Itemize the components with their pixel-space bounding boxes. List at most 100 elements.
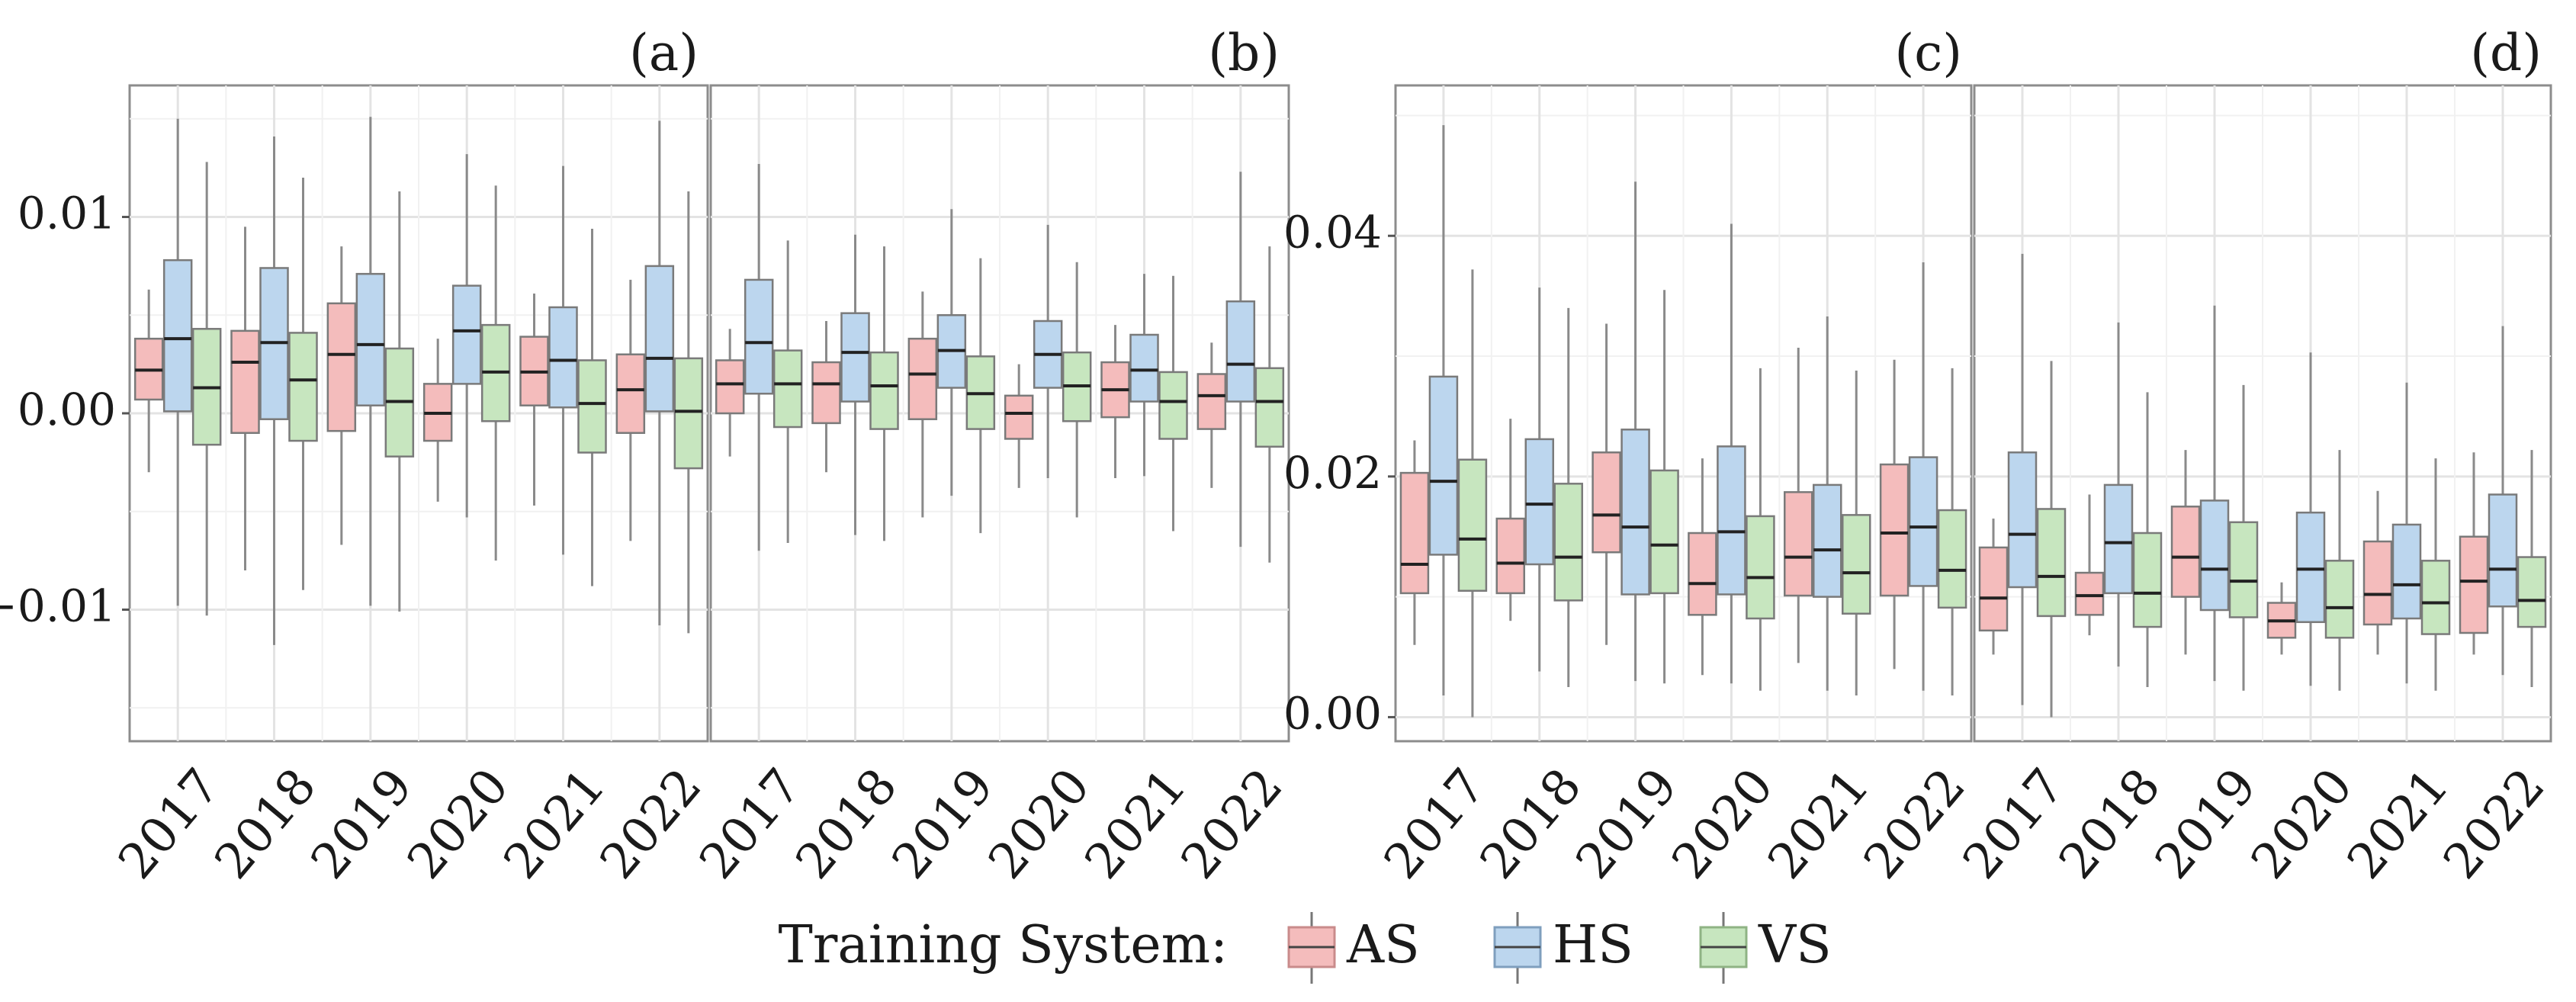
- box-as-2021: [1100, 325, 1130, 478]
- x-tick-label-2020: 2020: [1662, 759, 1784, 890]
- box-body: [1254, 367, 1285, 448]
- legend-label: HS: [1553, 915, 1633, 975]
- x-tick-label-2022: 2022: [2433, 759, 2555, 890]
- box-body: [1524, 438, 1554, 566]
- box-body: [288, 332, 318, 442]
- box-hs-2021: [1813, 316, 1842, 691]
- x-tick-label-2020: 2020: [2240, 759, 2363, 890]
- box-body: [326, 302, 357, 432]
- box-hs-2022: [1225, 172, 1256, 548]
- box-as-2020: [1004, 364, 1034, 488]
- box-vs-2020: [480, 185, 511, 561]
- box-hs-2020: [1717, 223, 1746, 684]
- box-body: [772, 349, 803, 429]
- box-body: [1649, 469, 1679, 595]
- box-vs-2017: [191, 162, 222, 616]
- legend-item-vs: VS: [1699, 912, 1832, 984]
- x-tick-label-2022: 2022: [1854, 759, 1977, 890]
- box-body: [2103, 483, 2134, 595]
- legend-item-hs: HS: [1493, 912, 1633, 984]
- box-body: [2007, 451, 2038, 589]
- x-tick-label-2021: 2021: [1074, 759, 1197, 890]
- box-vs-2018: [869, 246, 899, 541]
- box-as-2021: [1784, 348, 1813, 663]
- x-tick-label-2022: 2022: [1171, 759, 1293, 890]
- y-tick-label: 0.01: [18, 188, 116, 239]
- box-body: [2170, 506, 2201, 598]
- box-vs-2022: [1254, 246, 1285, 563]
- box-body: [2459, 535, 2489, 634]
- box-body: [869, 351, 899, 430]
- x-tick-label-2017: 2017: [1952, 759, 2075, 890]
- box-body: [907, 337, 938, 420]
- box-as-2020: [422, 339, 453, 502]
- box-body: [840, 312, 870, 403]
- box-as-2019: [2170, 450, 2201, 655]
- box-body: [1717, 445, 1746, 596]
- x-tick-label-2021: 2021: [493, 759, 616, 890]
- x-tick-label-2019: 2019: [300, 759, 423, 890]
- panel-label: (b): [1208, 24, 1280, 82]
- box-hs-2020: [1033, 224, 1063, 478]
- box-as-2019: [326, 246, 357, 545]
- legend: Training System: AS HS VS: [779, 912, 1832, 984]
- x-tick-label-2019: 2019: [1566, 759, 1688, 890]
- box-body: [2488, 493, 2518, 608]
- box-body: [1196, 373, 1227, 430]
- x-tick-label-2017: 2017: [1373, 759, 1496, 890]
- box-body: [1553, 483, 1583, 602]
- box-vs-2019: [1649, 290, 1679, 684]
- box-body: [1428, 375, 1459, 556]
- box-hs-2021: [548, 165, 578, 555]
- box-body: [1978, 546, 2009, 632]
- box-as-2018: [230, 226, 260, 570]
- box-body: [2036, 508, 2067, 618]
- box-hs-2021: [1129, 274, 1159, 477]
- x-tick-label-2017: 2017: [108, 759, 231, 890]
- box-body: [715, 359, 745, 415]
- box-hs-2018: [259, 136, 289, 645]
- box-body: [451, 284, 482, 385]
- box-vs-2020: [2324, 450, 2355, 691]
- box-body: [1620, 429, 1650, 596]
- box-body: [2420, 560, 2451, 635]
- box-body: [1842, 514, 1871, 615]
- box-as-2022: [1196, 342, 1227, 488]
- y-tick-label: 0.02: [1283, 447, 1382, 499]
- box-body: [1592, 451, 1621, 554]
- box-body: [1784, 491, 1813, 597]
- box-hs-2019: [2199, 305, 2230, 682]
- box-body: [548, 306, 578, 409]
- box-vs-2021: [2420, 458, 2451, 691]
- box-as-2017: [133, 289, 164, 473]
- box-vs-2020: [1746, 368, 1775, 691]
- box-as-2019: [907, 291, 938, 518]
- box-body: [2295, 511, 2326, 624]
- box-body: [162, 259, 193, 413]
- box-vs-2018: [1553, 307, 1583, 687]
- box-body: [2391, 523, 2422, 620]
- box-body: [2228, 521, 2259, 618]
- panel-label: (c): [1895, 24, 1962, 82]
- box-as-2017: [715, 329, 745, 457]
- box-as-2019: [1592, 323, 1621, 645]
- box-as-2021: [2362, 490, 2393, 655]
- box-vs-2018: [2132, 392, 2163, 687]
- x-tick-label-2020: 2020: [397, 759, 520, 890]
- x-tick-label-2018: 2018: [785, 759, 908, 890]
- box-as-2022: [2459, 452, 2489, 655]
- box-vs-2018: [288, 178, 318, 590]
- box-vs-2021: [577, 228, 607, 586]
- box-hs-2021: [2391, 382, 2422, 684]
- box-body: [2199, 499, 2230, 612]
- box-body: [1937, 509, 1967, 609]
- box-as-2021: [519, 293, 549, 506]
- box-body: [577, 359, 607, 454]
- x-tick-label-2018: 2018: [1469, 759, 1592, 890]
- box-body: [1746, 515, 1775, 620]
- box-body: [2324, 560, 2355, 639]
- box-body: [1004, 394, 1034, 440]
